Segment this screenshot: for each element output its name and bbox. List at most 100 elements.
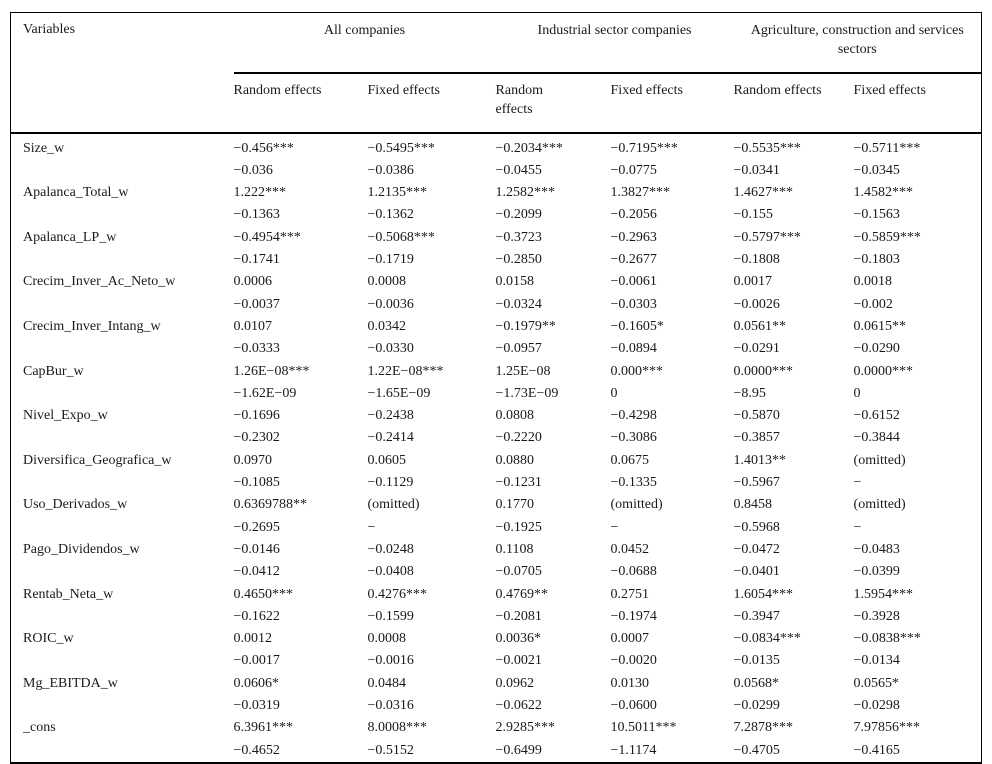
coef-cell: −0.5535*** xyxy=(733,140,801,156)
se-cell: −0.0330 xyxy=(367,341,414,357)
variable-name-cell: Mg_EBITDA_w xyxy=(23,675,118,691)
variable-name-cell: CapBur_w xyxy=(23,363,84,379)
se-cell: −8.95 xyxy=(733,385,766,401)
coef-cell: 0.0605 xyxy=(367,452,407,468)
se-cell: −0.1741 xyxy=(233,252,280,268)
coef-cell: 0.0008 xyxy=(367,274,407,290)
se-cell: −0.0298 xyxy=(853,697,900,713)
coef-cell: −0.6152 xyxy=(853,408,900,424)
coef-cell: −0.5068*** xyxy=(367,229,435,245)
coef-cell: 0.4769** xyxy=(495,586,549,602)
se-cell: −0.5152 xyxy=(367,742,414,758)
coef-cell: −0.5797*** xyxy=(733,229,801,245)
se-cell: −0.1363 xyxy=(233,207,280,223)
coef-cell: 1.2582*** xyxy=(495,185,556,201)
coef-cell: 0.0452 xyxy=(610,541,650,557)
coef-cell: −0.5859*** xyxy=(853,229,921,245)
se-cell: −0.1231 xyxy=(495,475,542,491)
coef-cell: −0.0472 xyxy=(733,541,780,557)
se-cell: −0.4652 xyxy=(233,742,280,758)
coef-cell: −0.1696 xyxy=(233,408,280,424)
se-cell: −0.3947 xyxy=(733,608,780,624)
coef-cell: 1.5954*** xyxy=(853,586,914,602)
se-cell: −0.3844 xyxy=(853,430,900,446)
se-cell: −0.0291 xyxy=(733,341,780,357)
coef-cell: 1.25E−08 xyxy=(495,363,551,379)
coef-cell: 0.1770 xyxy=(495,497,535,513)
subheader-label: Random effects xyxy=(495,82,543,117)
se-cell: −0.2677 xyxy=(610,252,657,268)
se-cell: −0.0345 xyxy=(853,162,900,178)
subheader-label: Random effects xyxy=(733,82,822,98)
se-cell: −0.0026 xyxy=(733,296,780,312)
se-cell: −0.3086 xyxy=(610,430,657,446)
coef-cell: 7.2878*** xyxy=(733,720,794,736)
coef-cell: −0.4298 xyxy=(610,408,657,424)
group-header-all-companies: All companies xyxy=(233,12,496,74)
coef-cell: −0.5870 xyxy=(733,408,780,424)
coef-cell: −0.0483 xyxy=(853,541,900,557)
group-header-industrial-sector: Industrial sector companies xyxy=(495,12,734,74)
se-cell: −0.1335 xyxy=(610,475,657,491)
coef-cell: −0.1605* xyxy=(610,318,664,334)
se-cell: −0.036 xyxy=(233,162,273,178)
se-cell: −0.0316 xyxy=(367,697,414,713)
coef-cell: (omitted) xyxy=(853,497,906,513)
se-row-Diversifica_Geografica_w: −0.1085 −0.1129 −0.1231 −0.1335 −0.5967 − xyxy=(11,472,982,494)
coef-cell: −0.2963 xyxy=(610,229,657,245)
se-cell: −0.1085 xyxy=(233,475,280,491)
coef-cell: −0.2438 xyxy=(367,408,414,424)
coef-cell: 0.1108 xyxy=(495,541,534,557)
subheader-fixed-effects-3: Fixed effects xyxy=(610,72,734,134)
coef-cell: 1.4627*** xyxy=(733,185,794,201)
subheader-fixed-effects-5: Fixed effects xyxy=(853,72,982,134)
group-header-agriculture-construction-services: Agriculture, construction and services s… xyxy=(733,12,982,74)
subheader-random-effects-4: Random effects xyxy=(733,72,854,134)
se-cell: −1.62E−09 xyxy=(233,385,297,401)
variable-name-cell: Pago_Dividendos_w xyxy=(23,541,140,557)
coef-cell: 0.0880 xyxy=(495,452,535,468)
se-cell: −0.1599 xyxy=(367,608,414,624)
variable-name-cell: Size_w xyxy=(23,140,65,156)
coef-row-CapBur_w: CapBur_w 1.26E−08*** 1.22E−08*** 1.25E−08 0.… xyxy=(11,361,982,383)
coef-cell: 0.0808 xyxy=(495,408,535,424)
coef-row-Nivel_Expo_w: Nivel_Expo_w −0.1696 −0.2438 0.0808 −0.4298 −… xyxy=(11,405,982,427)
coef-cell: (omitted) xyxy=(610,497,663,513)
coef-cell: 0.0018 xyxy=(853,274,893,290)
coef-row-_cons: _cons 6.3961*** 8.0008*** 2.9285*** 10.5011*… xyxy=(11,717,982,739)
se-cell: − xyxy=(367,519,376,535)
coef-cell: −0.2034*** xyxy=(495,140,563,156)
se-cell: −0.0324 xyxy=(495,296,542,312)
se-cell: −0.0688 xyxy=(610,564,657,580)
table-head: Variables All companies Industrial secto… xyxy=(10,12,982,134)
se-cell: −1.65E−09 xyxy=(367,385,431,401)
se-cell: −1.73E−09 xyxy=(495,385,559,401)
se-cell: −0.2302 xyxy=(233,430,280,446)
subheader-label: Fixed effects xyxy=(367,82,440,98)
se-cell: −0.0017 xyxy=(233,653,280,669)
coef-cell: 8.0008*** xyxy=(367,720,428,736)
coef-row-Size_w: Size_w −0.456*** −0.5495*** −0.2034*** −0.71… xyxy=(11,133,982,160)
se-cell: −0.2695 xyxy=(233,519,280,535)
variable-name-cell: Rentab_Neta_w xyxy=(23,586,114,602)
coef-cell: (omitted) xyxy=(853,452,906,468)
se-cell: −0.1719 xyxy=(367,252,414,268)
coef-cell: −0.5495*** xyxy=(367,140,435,156)
coef-row-Apalanca_Total_w: Apalanca_Total_w 1.222*** 1.2135*** 1.2582*… xyxy=(11,182,982,204)
variable-name-cell: Crecim_Inver_Intang_w xyxy=(23,318,161,334)
variable-name-cell: _cons xyxy=(23,720,56,736)
se-cell: −0.1362 xyxy=(367,207,414,223)
se-row-CapBur_w: −1.62E−09 −1.65E−09 −1.73E−09 0 −8.95 0 xyxy=(11,383,982,405)
coef-cell: 1.4013** xyxy=(733,452,787,468)
coef-cell: 0.4650*** xyxy=(233,586,294,602)
coef-cell: 0.0615** xyxy=(853,318,907,334)
coef-cell: −0.7195*** xyxy=(610,140,678,156)
coef-cell: 1.6054*** xyxy=(733,586,794,602)
coef-cell: 0.0158 xyxy=(495,274,535,290)
se-cell: −0.0319 xyxy=(233,697,280,713)
coef-cell: (omitted) xyxy=(367,497,420,513)
se-cell: −0.2056 xyxy=(610,207,657,223)
coef-cell: 0.0036* xyxy=(495,631,542,647)
se-cell: −0.0036 xyxy=(367,296,414,312)
se-row-Rentab_Neta_w: −0.1622 −0.1599 −0.2081 −0.1974 −0.3947 −0.39… xyxy=(11,606,982,628)
